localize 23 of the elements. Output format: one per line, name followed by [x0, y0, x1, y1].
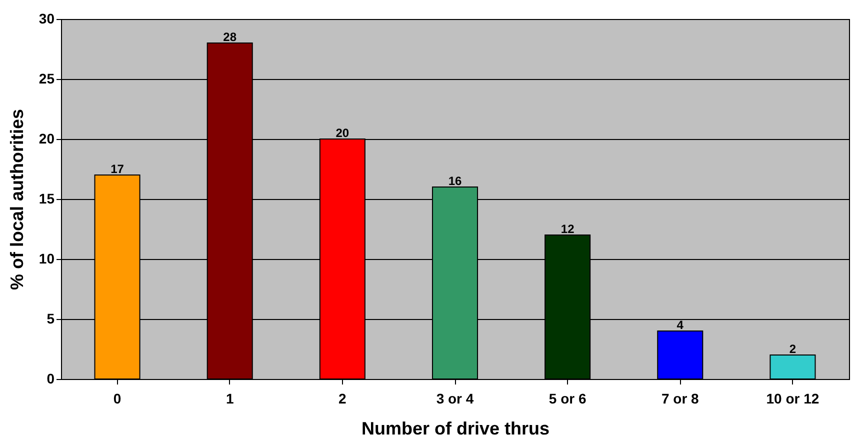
- data-label: 12: [560, 222, 575, 236]
- x-tick-label: 0: [113, 390, 122, 406]
- data-label: 2: [789, 342, 796, 356]
- data-label: 17: [110, 162, 124, 176]
- x-axis-title: Number of drive thrus: [361, 418, 550, 438]
- y-tick-label: 5: [46, 310, 55, 326]
- x-tick-label: 3 or 4: [436, 390, 474, 406]
- data-label: 20: [336, 126, 350, 140]
- x-tick-label: 1: [226, 390, 234, 406]
- y-tick-label: 10: [38, 250, 55, 266]
- data-label: 16: [448, 174, 462, 188]
- y-tick-label: 0: [46, 370, 55, 386]
- y-tick-label: 30: [38, 10, 55, 26]
- data-label: 28: [223, 30, 237, 44]
- y-tick-label: 20: [38, 130, 55, 146]
- y-axis-title: % of local authorities: [6, 108, 27, 290]
- x-tick-label: 2: [338, 390, 347, 406]
- x-tick-label: 10 or 12: [766, 390, 820, 406]
- x-tick-label: 7 or 8: [661, 390, 700, 406]
- data-label: 4: [676, 318, 684, 332]
- x-tick-label: 5 or 6: [548, 390, 586, 406]
- y-tick-label: 25: [38, 70, 55, 86]
- y-tick-label: 15: [38, 190, 55, 206]
